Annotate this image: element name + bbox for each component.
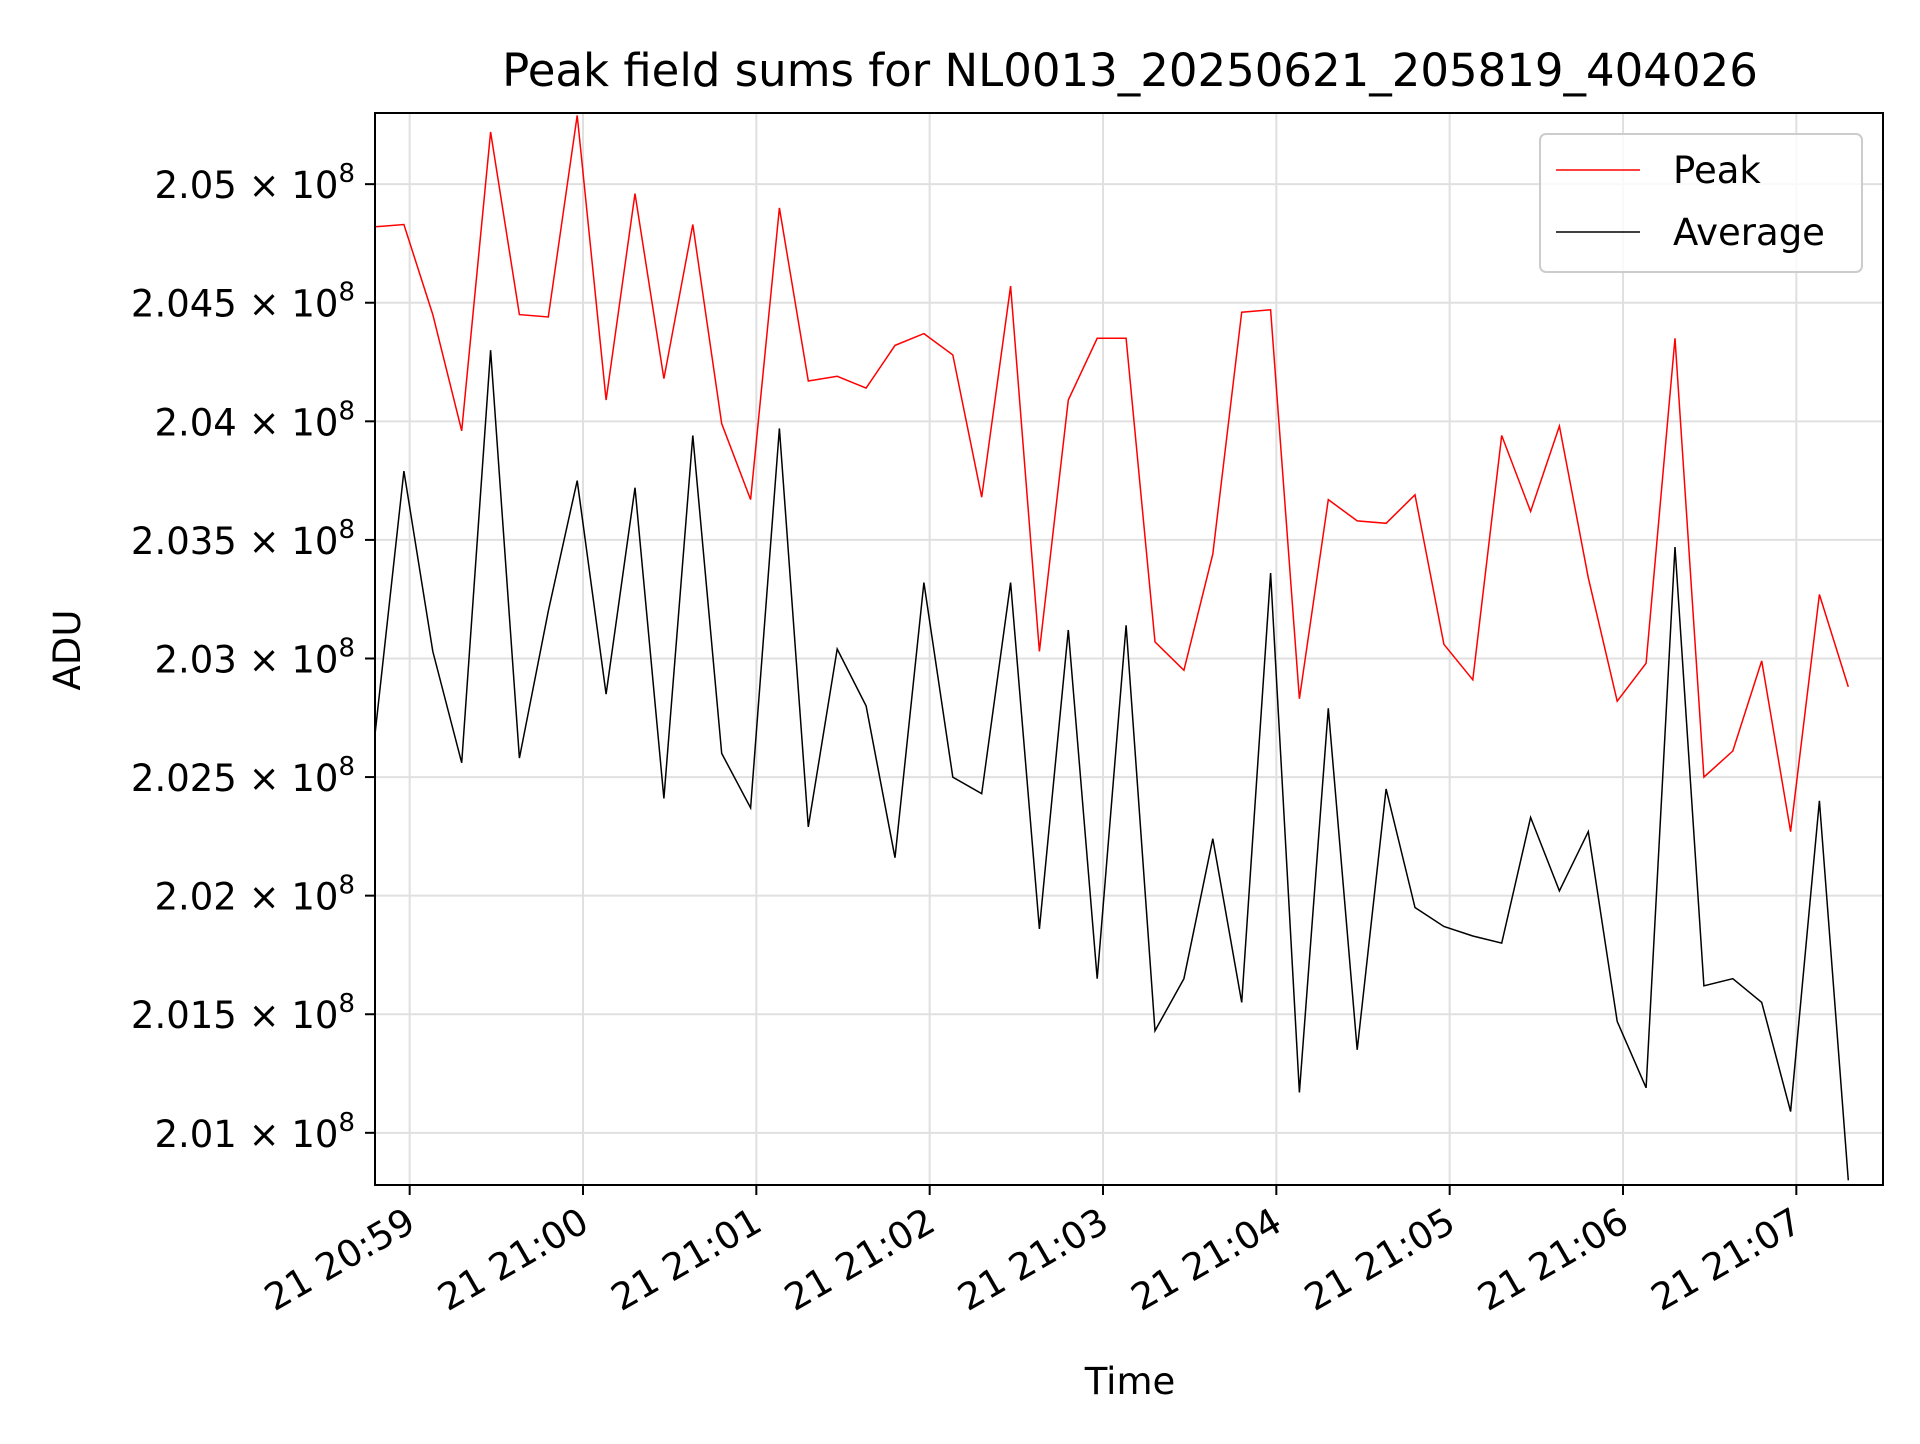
y-tick-mantissa: 2.04: [154, 401, 248, 444]
y-tick-exponent: 8: [338, 633, 355, 663]
y-tick-mantissa: 2.03: [154, 638, 248, 681]
y-tick-suffix: × 10: [249, 638, 339, 681]
series-line-peak: [375, 115, 1850, 832]
y-tick-mantissa: 2.035: [131, 520, 249, 563]
y-tick-suffix: × 10: [249, 994, 339, 1037]
y-tick-exponent: 8: [338, 989, 355, 1019]
y-tick-suffix: × 10: [249, 1113, 339, 1156]
legend-average-label: Average: [1673, 211, 1825, 254]
y-tick-exponent: 8: [338, 752, 355, 782]
y-tick-label: 2.045 × 108: [131, 278, 355, 326]
y-tick-mantissa: 2.015: [131, 994, 249, 1037]
y-tick-exponent: 8: [338, 278, 355, 308]
y-tick-suffix: × 10: [249, 283, 339, 326]
series-line-average: [375, 350, 1850, 1181]
y-tick-label: 2.04 × 108: [154, 396, 355, 444]
y-tick-label: 2.015 × 108: [131, 989, 355, 1037]
y-axis-label: ADU: [46, 610, 89, 691]
y-tick-exponent: 8: [338, 515, 355, 545]
series-lines: [375, 115, 1850, 1181]
y-tick-exponent: 8: [338, 159, 355, 189]
y-tick-exponent: 8: [338, 396, 355, 426]
y-tick-label: 2.025 × 108: [131, 752, 355, 800]
legend-box: [1539, 133, 1863, 273]
plot-frame: [374, 112, 1884, 1186]
y-tick-label: 2.02 × 108: [154, 871, 355, 919]
y-tick-exponent: 8: [338, 1108, 355, 1138]
y-tick-suffix: × 10: [249, 757, 339, 800]
legend: Peak Average: [1539, 133, 1863, 273]
y-tick-label: 2.05 × 108: [154, 159, 355, 207]
y-tick-label: 2.01 × 108: [154, 1108, 355, 1156]
y-tick-mantissa: 2.02: [154, 876, 248, 919]
y-tick-mantissa: 2.01: [154, 1113, 248, 1156]
y-tick-exponent: 8: [338, 871, 355, 901]
y-tick-mantissa: 2.045: [131, 283, 249, 326]
y-tick-suffix: × 10: [249, 520, 339, 563]
y-tick-mantissa: 2.025: [131, 757, 249, 800]
y-tick-suffix: × 10: [249, 401, 339, 444]
y-tick-label: 2.035 × 108: [131, 515, 355, 563]
y-tick-label: 2.03 × 108: [154, 633, 355, 681]
chart-title: Peak field sums for NL0013_20250621_2058…: [502, 44, 1758, 97]
legend-peak-label: Peak: [1673, 149, 1761, 192]
x-axis-label: Time: [1084, 1360, 1176, 1403]
y-tick-mantissa: 2.05: [154, 164, 248, 207]
y-tick-suffix: × 10: [249, 164, 339, 207]
y-tick-suffix: × 10: [249, 876, 339, 919]
